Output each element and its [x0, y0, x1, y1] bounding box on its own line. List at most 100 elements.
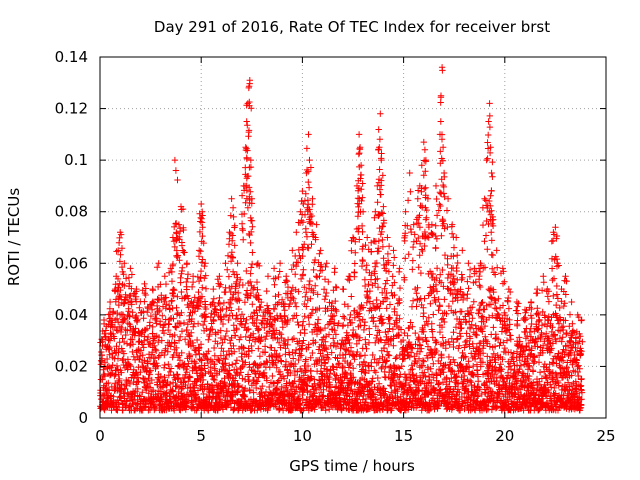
- data-point: [192, 391, 199, 398]
- data-point: [144, 336, 151, 343]
- data-point: [103, 355, 111, 363]
- data-point: [109, 361, 116, 369]
- data-point: [160, 322, 167, 329]
- data-point: [145, 375, 152, 382]
- data-point: [126, 312, 133, 320]
- data-point: [149, 349, 156, 356]
- data-point: [118, 324, 125, 332]
- data-point: [115, 404, 123, 411]
- data-point: [192, 363, 199, 371]
- data-point: [172, 323, 179, 330]
- data-point: [122, 385, 129, 393]
- data-point: [110, 393, 117, 400]
- data-point: [170, 315, 177, 322]
- data-point: [127, 362, 134, 370]
- data-point: [190, 342, 197, 349]
- data-point: [171, 340, 178, 347]
- data-point: [148, 302, 155, 309]
- data-point: [181, 375, 188, 382]
- data-point: [106, 345, 113, 352]
- data-point: [116, 377, 123, 384]
- data-point: [119, 357, 126, 364]
- data-point: [180, 319, 188, 327]
- data-point: [144, 333, 152, 341]
- data-point: [111, 372, 118, 380]
- data-point: [142, 326, 149, 334]
- data-point: [140, 308, 147, 315]
- data-point: [152, 404, 160, 412]
- data-point: [181, 336, 189, 343]
- data-point: [153, 320, 160, 327]
- data-point: [120, 350, 128, 357]
- data-points: [97, 64, 586, 414]
- data-point: [191, 358, 198, 365]
- data-point: [153, 347, 160, 354]
- data-point: [137, 368, 144, 376]
- data-point: [122, 331, 129, 339]
- data-point: [159, 312, 166, 319]
- data-point: [135, 378, 142, 385]
- data-point: [182, 406, 189, 413]
- data-point: [167, 368, 174, 376]
- data-point: [168, 297, 176, 304]
- data-point: [173, 324, 180, 331]
- data-point: [178, 328, 186, 335]
- data-point: [134, 385, 141, 393]
- data-point: [114, 327, 121, 334]
- data-point: [185, 360, 192, 367]
- data-point: [139, 341, 146, 348]
- data-point: [120, 338, 128, 346]
- data-point: [149, 323, 156, 331]
- data-point: [185, 378, 192, 385]
- data-point: [148, 376, 155, 384]
- data-point: [118, 381, 125, 388]
- data-point: [121, 315, 129, 322]
- data-point: [173, 311, 181, 318]
- data-point: [137, 347, 145, 354]
- data-point: [139, 351, 146, 359]
- data-point: [155, 353, 162, 361]
- data-point: [188, 329, 195, 336]
- data-point: [175, 362, 182, 369]
- data-point: [146, 371, 153, 378]
- data-point: [178, 309, 185, 316]
- data-point: [177, 333, 184, 340]
- data-point: [141, 333, 148, 340]
- data-point: [176, 357, 184, 364]
- data-point: [152, 346, 159, 353]
- data-point: [129, 309, 136, 316]
- data-point: [170, 286, 177, 293]
- data-point: [132, 325, 139, 332]
- data-point: [126, 380, 134, 388]
- data-point: [126, 361, 133, 368]
- data-point: [184, 321, 191, 328]
- data-point: [186, 353, 193, 360]
- data-point: [141, 357, 148, 364]
- data-point: [146, 380, 154, 387]
- data-point: [160, 329, 168, 337]
- data-point: [167, 380, 174, 388]
- data-point: [151, 342, 158, 350]
- data-point: [125, 377, 132, 384]
- data-point: [144, 381, 151, 389]
- data-point: [155, 334, 163, 341]
- data-point: [183, 402, 190, 410]
- data-point: [167, 365, 175, 372]
- data-point: [168, 298, 175, 305]
- data-point: [171, 331, 178, 339]
- data-point: [189, 399, 197, 406]
- data-point: [148, 306, 156, 313]
- data-point: [188, 315, 195, 323]
- data-point: [161, 361, 168, 369]
- data-point: [178, 349, 185, 357]
- data-point: [120, 300, 127, 307]
- data-point: [136, 304, 143, 311]
- data-point: [139, 389, 146, 396]
- data-point: [165, 326, 172, 334]
- data-point: [185, 295, 192, 302]
- data-point: [174, 375, 181, 383]
- data-point: [125, 305, 132, 312]
- data-point: [115, 378, 122, 386]
- data-point: [159, 303, 167, 310]
